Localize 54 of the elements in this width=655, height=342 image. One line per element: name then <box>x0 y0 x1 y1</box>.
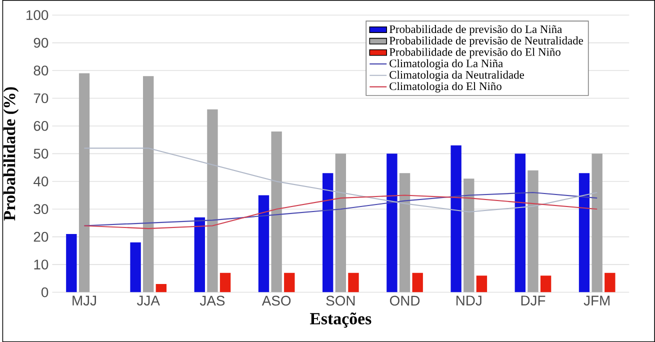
bar <box>322 173 334 292</box>
legend-label: Climatologia do El Niño <box>390 82 502 92</box>
y-tick-label: 80 <box>34 66 48 76</box>
y-tick-label: 10 <box>34 260 48 270</box>
bar <box>271 131 282 292</box>
legend-label: Climatologia da Neutralidade <box>390 70 524 81</box>
legend-label: Probabilidade de previsão de Neutralidade <box>389 36 584 47</box>
bar <box>412 272 423 292</box>
y-tick-label: 50 <box>34 148 48 159</box>
y-tick-label: 30 <box>34 204 48 214</box>
bar <box>514 154 526 292</box>
y-tick-label: 100 <box>26 10 48 20</box>
bar <box>207 109 218 292</box>
bar <box>220 272 231 292</box>
bar <box>66 234 77 292</box>
bar <box>78 73 90 292</box>
y-tick-label: 40 <box>34 176 48 186</box>
bar <box>386 154 398 292</box>
bar <box>592 154 602 292</box>
x-tick-label: JFM <box>584 296 610 306</box>
y-tick-label: 20 <box>34 232 48 242</box>
x-tick-label: NDJ <box>456 296 482 306</box>
bar <box>578 173 590 292</box>
bar <box>528 170 538 292</box>
bar <box>194 217 205 292</box>
bar <box>604 272 616 292</box>
legend-label: Climatologia do La Niña <box>390 59 503 70</box>
x-axis-title: Estações <box>310 312 372 328</box>
bar <box>284 272 295 292</box>
bar <box>540 276 552 292</box>
bar <box>476 276 488 292</box>
x-tick-label: MJJ <box>72 296 96 306</box>
x-tick-label: ASO <box>262 296 291 306</box>
x-tick-label: OND <box>390 296 420 306</box>
bar <box>464 178 474 292</box>
y-axis-title: Probabilidade (%) <box>3 87 19 221</box>
x-tick-label: DJF <box>521 296 546 306</box>
y-tick-label: 60 <box>34 120 48 131</box>
bar <box>348 272 359 292</box>
bar <box>130 242 141 292</box>
x-tick-label: SON <box>326 296 355 306</box>
legend-label: Probabilidade de previsão do La Niña <box>389 24 562 36</box>
bar <box>399 173 410 292</box>
x-tick-label: JJA <box>136 296 160 306</box>
y-tick-label: 0 <box>41 287 48 298</box>
x-tick-label: JAS <box>200 296 225 306</box>
bar <box>335 154 346 292</box>
bar <box>450 145 462 292</box>
bar <box>156 284 167 292</box>
y-tick-label: 70 <box>34 93 48 104</box>
y-tick-label: 90 <box>34 38 48 48</box>
legend-label: Probabilidade de previsão do El Niño <box>389 48 560 58</box>
bar <box>143 76 154 292</box>
bar <box>258 195 270 292</box>
